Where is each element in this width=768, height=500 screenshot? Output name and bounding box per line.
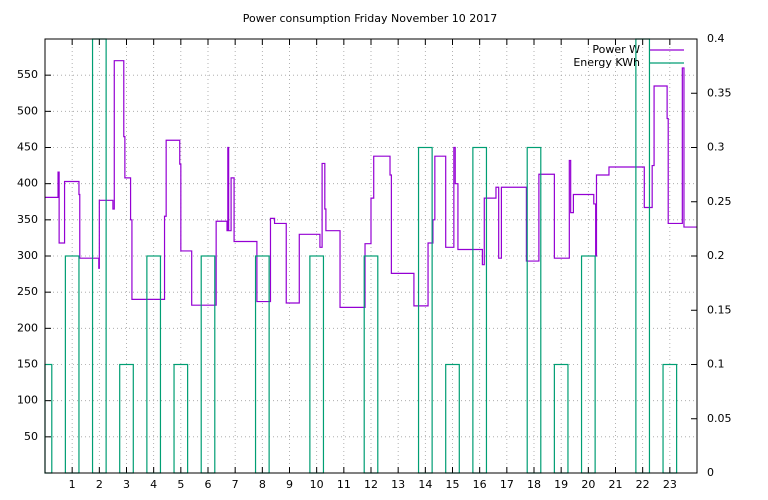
plot-border (44, 38, 698, 474)
y2-tick-label: 0.3 (707, 141, 725, 154)
energy-box (445, 363, 460, 474)
y-tick-label: 300 (17, 249, 38, 262)
x-tick-label: 12 (364, 478, 378, 491)
chart-title: Power consumption Friday November 10 201… (243, 12, 498, 25)
y2-tick-label: 0.25 (707, 195, 732, 208)
y-tick-label: 200 (17, 321, 38, 334)
y2-tick-label: 0.05 (707, 412, 732, 425)
y-tick-label: 500 (17, 104, 38, 117)
legend-label: Power W (592, 43, 640, 56)
y-tick-label: 250 (17, 285, 38, 298)
y2-tick-label: 0.35 (707, 86, 732, 99)
y-tick-label: 50 (24, 430, 38, 443)
energy-box (173, 363, 189, 474)
x-tick-label: 11 (337, 478, 351, 491)
x-tick-label: 5 (177, 478, 184, 491)
x-tick-label: 19 (554, 478, 568, 491)
x-tick-label: 10 (310, 478, 324, 491)
y-tick-label: 350 (17, 213, 38, 226)
x-tick-label: 21 (609, 478, 623, 491)
y-tick-label: 400 (17, 177, 38, 190)
energy-box (363, 255, 379, 474)
x-tick-label: 4 (150, 478, 157, 491)
x-tick-label: 22 (636, 478, 650, 491)
y-tick-label: 100 (17, 394, 38, 407)
x-tick-label: 13 (391, 478, 405, 491)
x-tick-label: 2 (96, 478, 103, 491)
x-tick-label: 16 (473, 478, 487, 491)
energy-box (200, 255, 216, 474)
power-line (45, 60, 697, 308)
x-tick-label: 18 (527, 478, 541, 491)
x-tick-label: 3 (123, 478, 130, 491)
x-tick-label: 20 (581, 478, 595, 491)
x-tick-label: 9 (286, 478, 293, 491)
y-tick-label: 150 (17, 358, 38, 371)
x-tick-label: 23 (663, 478, 677, 491)
energy-box (662, 363, 678, 474)
energy-box (119, 363, 134, 474)
legend-label: Energy KWh (573, 56, 640, 69)
y-tick-label: 450 (17, 141, 38, 154)
y-tick-label: 550 (17, 68, 38, 81)
y2-tick-label: 0.4 (707, 32, 725, 45)
x-tick-label: 6 (205, 478, 212, 491)
x-tick-label: 15 (446, 478, 460, 491)
energy-box (64, 255, 80, 474)
y2-tick-label: 0.15 (707, 303, 732, 316)
x-tick-label: 8 (259, 478, 266, 491)
energy-box (472, 146, 488, 474)
x-tick-label: 1 (69, 478, 76, 491)
x-tick-label: 17 (500, 478, 514, 491)
y2-tick-label: 0.1 (707, 358, 725, 371)
energy-box (553, 363, 569, 474)
energy-box (417, 146, 433, 474)
x-tick-label: 7 (232, 478, 239, 491)
energy-box (44, 363, 53, 474)
x-tick-label: 14 (418, 478, 432, 491)
y2-tick-label: 0 (707, 466, 714, 479)
y2-tick-label: 0.2 (707, 249, 725, 262)
